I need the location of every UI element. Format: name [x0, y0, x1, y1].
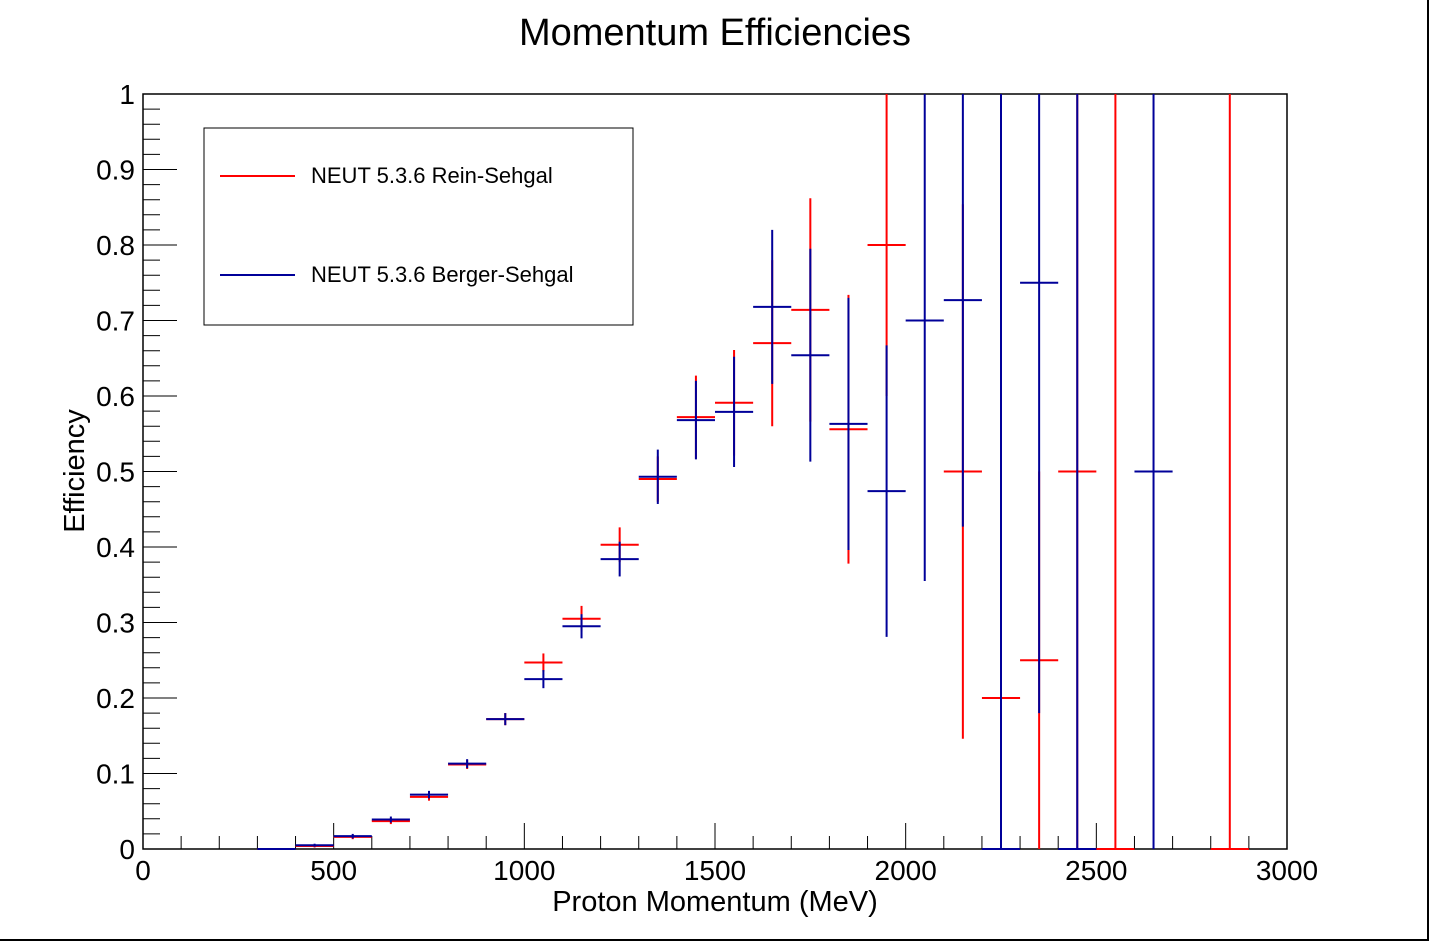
x-tick-label: 1500	[684, 855, 746, 886]
y-tick-label: 0.6	[96, 381, 135, 412]
x-tick-label: 1000	[493, 855, 555, 886]
x-axis: 0 500 1000 1500 2000 2500 3000	[135, 823, 1318, 886]
y-tick-label: 0.2	[96, 683, 135, 714]
x-tick-label: 2500	[1065, 855, 1127, 886]
y-tick-label: 1	[119, 79, 135, 110]
y-tick-label: 0.8	[96, 230, 135, 261]
y-tick-label: 0.7	[96, 306, 135, 337]
y-tick-label: 0.9	[96, 155, 135, 186]
y-tick-label: 0	[119, 834, 135, 865]
legend-frame	[203, 127, 634, 326]
x-tick-label: 0	[135, 855, 151, 886]
y-tick-label: 0.3	[96, 608, 135, 639]
y-tick-label: 0.4	[96, 532, 135, 563]
legend-label-berger-sehgal: NEUT 5.3.6 Berger-Sehgal	[311, 262, 574, 287]
legend-label-rein-sehgal: NEUT 5.3.6 Rein-Sehgal	[311, 163, 553, 188]
x-tick-label: 3000	[1256, 855, 1318, 886]
y-axis-label: Efficiency	[59, 409, 91, 533]
y-axis: 0 0.1 0.2 0.3 0.4 0.5 0.6 0.7 0.8 0.9 1	[96, 79, 177, 865]
chart-title: Momentum Efficiencies	[519, 12, 911, 54]
series-layer	[257, 94, 1249, 850]
y-tick-label: 0.1	[96, 759, 135, 790]
series-berger-sehgal	[257, 94, 1173, 850]
legend: NEUT 5.3.6 Rein-Sehgal NEUT 5.3.6 Berger…	[203, 127, 634, 326]
x-tick-label: 500	[310, 855, 357, 886]
x-axis-label: Proton Momentum (MeV)	[552, 886, 878, 918]
y-tick-label: 0.5	[96, 457, 135, 488]
x-tick-label: 2000	[875, 855, 937, 886]
